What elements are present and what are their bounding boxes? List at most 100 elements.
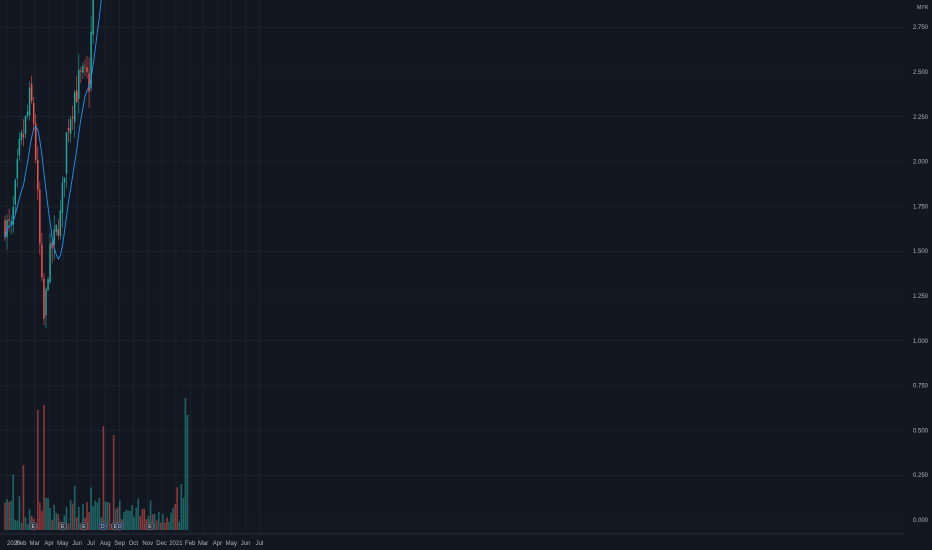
marker-circle [79, 521, 89, 531]
volume-bar [55, 512, 58, 530]
marker-label: E [61, 524, 65, 530]
candle-body [88, 73, 90, 92]
candle-body [8, 219, 10, 222]
y-tick-label: 0.750 [913, 384, 929, 390]
volume-bar [135, 507, 137, 530]
candle-body [82, 65, 84, 73]
marker-label: E [82, 524, 86, 530]
candle-body [90, 31, 92, 89]
x-tick-label: Jun [72, 541, 82, 547]
y-tick-label: 1.250 [913, 294, 929, 300]
volume-bar [73, 485, 76, 530]
marker-label: D [101, 524, 105, 530]
candle-body [35, 123, 37, 160]
volume-bar [182, 497, 185, 530]
y-tick-label: 1.500 [913, 249, 929, 255]
x-tick-label: Aug [100, 541, 111, 547]
candle-body [57, 229, 60, 236]
volume-bar [49, 508, 51, 530]
x-tick-label: Feb [16, 541, 27, 547]
candle-body [20, 132, 23, 141]
volume-bar [94, 500, 96, 530]
marker-circle [98, 521, 108, 531]
volume-bar [53, 504, 55, 530]
volume-bar [92, 506, 94, 530]
candle-body [55, 224, 57, 232]
x-tick-label: Jun [241, 541, 251, 547]
candle-body [84, 65, 86, 66]
volume-bar [180, 484, 183, 530]
earnings-marker[interactable]: E [28, 521, 38, 531]
volume-bar [149, 500, 152, 530]
volume-bar [153, 513, 156, 530]
candle-body [92, 0, 94, 35]
marker-circle [28, 521, 38, 531]
candle-body [61, 182, 64, 213]
volume-bar [10, 500, 12, 530]
candle-body [67, 127, 70, 132]
candle-body [45, 289, 47, 316]
volume-bar [168, 521, 170, 530]
volume-bar [86, 502, 88, 530]
volume-bar [6, 499, 8, 530]
x-tick-label: May [226, 541, 237, 547]
volume-bar [18, 496, 21, 530]
y-tick-label: 0.000 [913, 518, 929, 524]
x-tick-label: Feb [185, 541, 196, 547]
volume-bar [78, 507, 80, 530]
volume-bar [37, 410, 39, 530]
volume-bar [39, 502, 41, 530]
x-tick-label: 2021 [169, 541, 183, 547]
volume-bar [106, 502, 109, 530]
earnings-marker[interactable]: E [58, 521, 67, 531]
x-tick-label: Jul [87, 541, 95, 547]
volume-bar [57, 514, 60, 530]
x-tick-label: Apr [44, 541, 53, 547]
volume-bar [20, 522, 23, 530]
volume-bar [143, 509, 146, 530]
y-tick-label: 1.750 [913, 204, 929, 210]
candle-body [41, 244, 43, 278]
volume-bar [16, 520, 19, 530]
volume-bar [28, 509, 31, 530]
volume-bar [12, 474, 14, 530]
marker-label: E [114, 524, 118, 530]
volume-bar [65, 507, 68, 530]
y-tick-label: 2.500 [913, 70, 929, 76]
candle-body [28, 87, 31, 116]
grid-layer [0, 0, 905, 534]
x-tick-label: 2020 [7, 541, 21, 547]
earnings-marker[interactable]: E [79, 521, 89, 531]
candle-body [37, 159, 39, 191]
earnings-marker[interactable]: E [145, 521, 155, 531]
y-tick-label: 0.500 [913, 428, 929, 434]
marker-label: E [31, 524, 35, 530]
volume-bar [88, 512, 90, 530]
candle-body [18, 138, 21, 156]
candle-body [43, 278, 45, 319]
candle-body [10, 221, 12, 224]
volume-bar [8, 501, 10, 530]
volume-bar [123, 512, 125, 530]
candle-body [30, 83, 33, 101]
dividend-marker[interactable]: D [115, 521, 125, 531]
candle-body [51, 242, 53, 249]
volume-bar [114, 508, 117, 530]
volume-bar [139, 516, 142, 530]
candle-body [39, 190, 41, 244]
candle-body [14, 180, 16, 205]
volume-bar [131, 505, 133, 530]
marker-circle [58, 521, 67, 531]
marker-label: D [118, 524, 122, 530]
candle-body [49, 243, 51, 282]
volume-bar [127, 510, 129, 530]
volume-bar [178, 521, 181, 530]
volume-bar [90, 487, 92, 530]
volume-bar [4, 502, 6, 530]
x-tick-label: Nov [142, 541, 153, 547]
dividend-marker[interactable]: D [98, 521, 108, 531]
volume-bar [186, 415, 189, 530]
volume-bar [24, 517, 27, 530]
